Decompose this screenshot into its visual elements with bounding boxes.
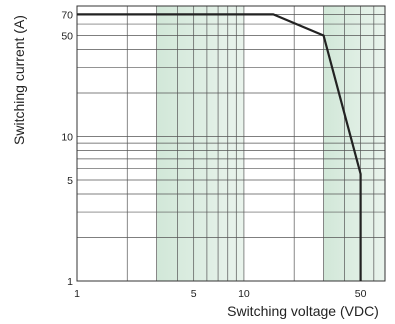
y-tick-labels: 70 50 10 5 1 — [61, 9, 73, 288]
y-tick-label: 50 — [61, 30, 73, 42]
x-tick-label: 10 — [238, 288, 250, 300]
y-tick-label: 1 — [67, 276, 73, 288]
shaded-band — [323, 6, 385, 281]
x-tick-label: 1 — [74, 288, 80, 300]
shaded-band — [156, 6, 244, 281]
series-group — [77, 13, 362, 281]
grid-lines — [77, 6, 385, 281]
y-tick-label: 5 — [67, 175, 73, 187]
series-line — [77, 13, 362, 281]
x-tick-labels: 1 5 10 50 — [74, 288, 367, 300]
plot-frame — [76, 5, 386, 282]
x-tick-label: 5 — [191, 288, 197, 300]
y-tick-label: 70 — [61, 9, 73, 21]
x-axis-label: Switching voltage (VDC) — [227, 303, 379, 319]
shaded-bands — [156, 6, 385, 281]
y-axis-label: Switching current (A) — [11, 15, 27, 145]
y-tick-label: 10 — [61, 131, 73, 143]
x-tick-label: 50 — [355, 288, 367, 300]
